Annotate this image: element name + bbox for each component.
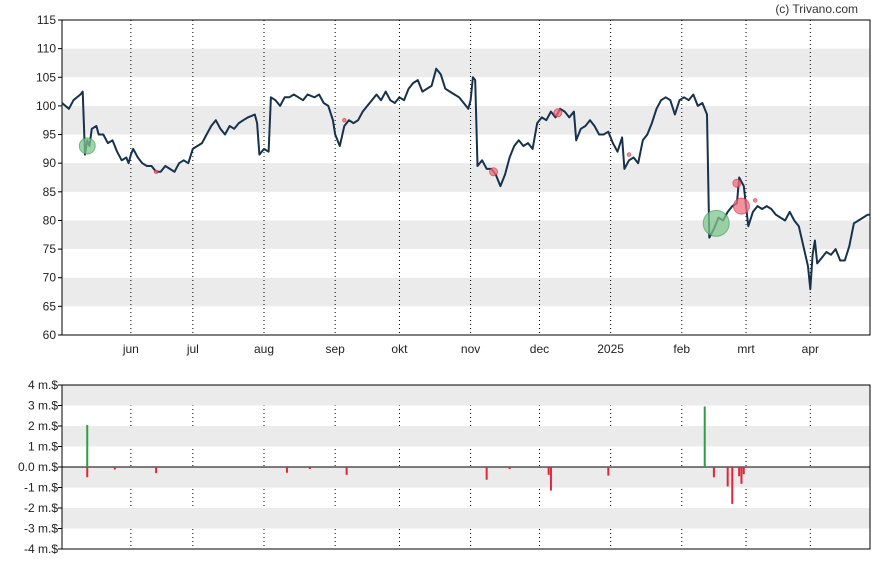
volume-grid-band [62,426,870,447]
price-y-tick-label: 115 [37,13,56,27]
x-tick-label: 2025 [597,342,624,356]
price-grid-band [62,163,870,192]
volume-y-tick-label: 3 m.$ [28,399,58,413]
volume-y-tick-label: -2 m.$ [24,501,58,515]
volume-y-tick-label: 1 m.$ [28,440,58,454]
x-tick-label: feb [673,342,690,356]
price-grid-band [62,277,870,307]
price-y-tick-label: 110 [37,42,56,56]
price-plot-frame [61,19,871,336]
volume-grid-band [62,467,870,488]
x-tick-label: sep [325,342,345,356]
sell-trade-marker [732,178,742,188]
volume-y-tick-label: 0.0 m.$ [18,460,58,474]
price-y-tick-label: 105 [36,70,56,84]
x-tick-label: mrt [737,342,755,356]
buy-trade-marker [702,209,730,237]
x-tick-label: aug [254,342,274,356]
sell-trade-marker [732,197,750,215]
price-grid-band [62,220,870,250]
volume-y-tick-label: -4 m.$ [24,542,58,556]
volume-grid-band [62,385,870,406]
price-y-tick-label: 95 [43,128,57,142]
volume-y-tick-label: 4 m.$ [28,378,58,392]
x-tick-label: jun [122,342,139,356]
volume-y-tick-label: -3 m.$ [24,522,58,536]
price-grid-band [62,105,870,135]
x-tick-label: jul [186,342,199,356]
x-tick-label: nov [461,342,480,356]
buy-trade-marker [78,137,96,155]
sell-trade-marker [553,108,563,118]
x-tick-label: okt [391,342,408,356]
sell-trade-marker [153,169,159,175]
price-y-tick-label: 85 [43,185,57,199]
price-grid-band [62,48,870,78]
x-tick-label: apr [802,342,819,356]
price-y-tick-label: 65 [43,299,57,313]
sell-trade-marker [489,167,499,177]
price-y-tick-label: 60 [43,328,57,342]
sell-trade-marker [626,152,632,157]
price-y-tick-label: 90 [43,156,57,170]
price-y-tick-label: 75 [43,242,57,256]
price-y-tick-label: 80 [43,213,57,227]
volume-y-tick-label: -1 m.$ [24,481,58,495]
price-y-tick-label: 100 [36,99,56,113]
price-y-tick-label: 70 [43,271,57,285]
x-tick-label: dec [530,342,549,356]
sell-trade-marker [342,117,347,123]
sell-trade-marker [752,198,758,203]
volume-y-tick-label: 2 m.$ [28,419,58,433]
volume-grid-band [62,508,870,529]
watermark-credit: (c) Trivano.com [775,2,858,16]
